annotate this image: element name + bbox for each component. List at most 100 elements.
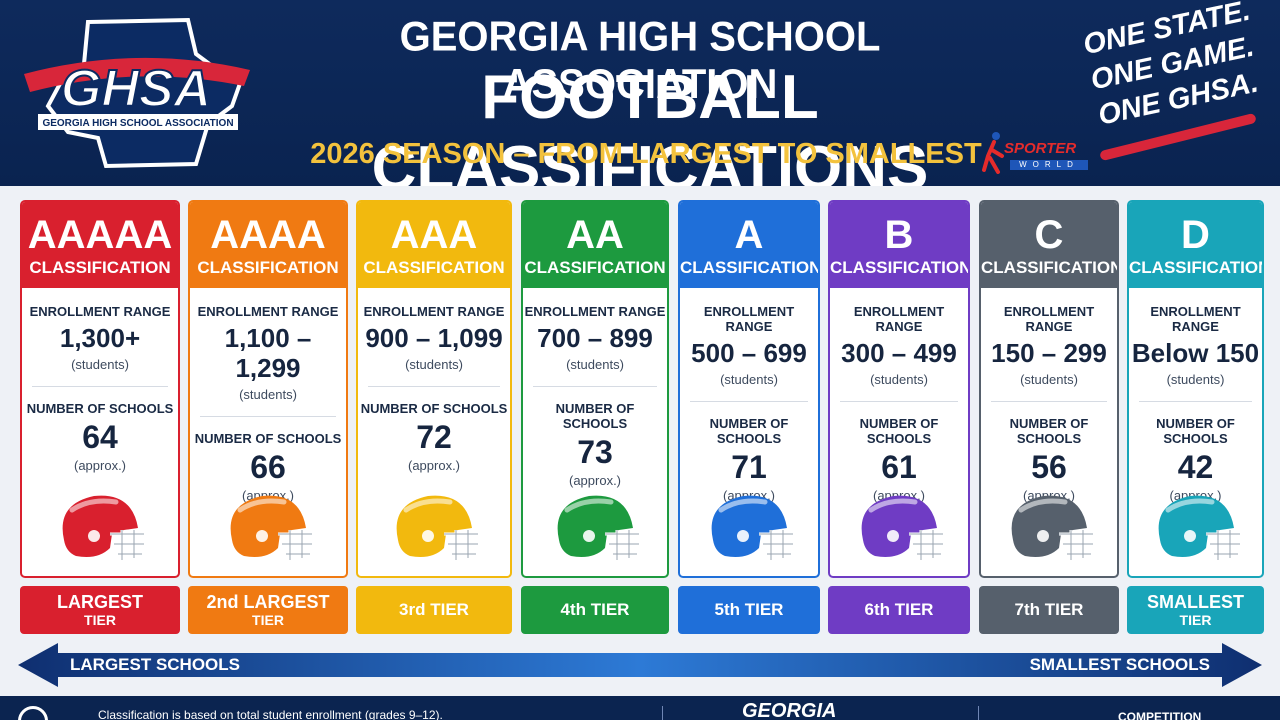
logo-subtext: GEORGIA HIGH SCHOOL ASSOCIATION bbox=[42, 118, 233, 129]
class-letters: AAAA bbox=[210, 213, 326, 257]
tier-label: 7th TIER bbox=[1014, 600, 1084, 619]
enrollment-range: 150 – 299 bbox=[991, 338, 1107, 368]
runner-icon bbox=[982, 132, 1004, 174]
students-unit: (students) bbox=[239, 387, 297, 402]
tier-sublabel: TIER bbox=[84, 612, 116, 628]
tier-badge: SMALLEST TIER bbox=[1127, 586, 1264, 634]
tier-label: LARGEST bbox=[56, 592, 143, 612]
enrollment-range: 300 – 499 bbox=[841, 338, 957, 368]
tier-badge: 6th TIER bbox=[828, 586, 970, 634]
divider bbox=[200, 416, 336, 417]
sporter-brand: SPORTER bbox=[1004, 140, 1077, 157]
class-label: CLASSIFICATION bbox=[363, 258, 505, 277]
tier-sublabel: TIER bbox=[252, 612, 284, 628]
schools-label: NUMBER OF SCHOOLS bbox=[360, 401, 508, 416]
size-arrow: LARGEST SCHOOLS SMALLEST SCHOOLS bbox=[18, 643, 1262, 687]
enrollment-label: ENROLLMENT RANGE bbox=[197, 304, 339, 319]
students-unit: (students) bbox=[405, 357, 463, 372]
classification-column: B CLASSIFICATION ENROLLMENT RANGE 300 – … bbox=[828, 200, 970, 640]
classification-columns: AAAAA CLASSIFICATION ENROLLMENT RANGE 1,… bbox=[20, 200, 1264, 640]
classification-card: D CLASSIFICATION ENROLLMENT RANGE Below … bbox=[1127, 200, 1264, 578]
football-helmet-icon bbox=[861, 495, 943, 560]
classification-column: AA CLASSIFICATION ENROLLMENT RANGE 700 –… bbox=[521, 200, 669, 640]
season-subtitle: 2026 SEASON – FROM LARGEST TO SMALLEST bbox=[310, 138, 982, 170]
class-letters: A bbox=[734, 213, 764, 257]
enrollment-label: ENROLLMENT RANGE bbox=[524, 304, 666, 319]
school-count: 66 bbox=[250, 449, 286, 485]
class-letters: B bbox=[884, 213, 914, 257]
schools-label: NUMBER OF SCHOOLS bbox=[194, 431, 342, 446]
tier-label: SMALLEST bbox=[1147, 592, 1244, 612]
football-helmet-icon bbox=[1011, 495, 1093, 560]
page-title: FOOTBALL CLASSIFICATIONS bbox=[371, 63, 929, 186]
class-label: CLASSIFICATION bbox=[981, 258, 1119, 277]
students-unit: (students) bbox=[870, 372, 928, 387]
largest-schools-label: LARGEST SCHOOLS bbox=[70, 655, 241, 674]
classification-column: AAA CLASSIFICATION ENROLLMENT RANGE 900 … bbox=[356, 200, 512, 640]
students-unit: (students) bbox=[71, 357, 129, 372]
logo-wordmark: GHSA bbox=[61, 60, 211, 118]
schools-label: NUMBER OF SCHOOLS bbox=[26, 401, 174, 416]
tier-badge: 3rd TIER bbox=[356, 586, 512, 634]
class-label: CLASSIFICATION bbox=[1129, 258, 1264, 277]
divider bbox=[533, 386, 657, 387]
tier-label: 5th TIER bbox=[714, 600, 784, 619]
card-header: AAAA CLASSIFICATION bbox=[190, 202, 346, 288]
classification-card: C CLASSIFICATION ENROLLMENT RANGE 150 – … bbox=[979, 200, 1119, 578]
tier-label: 3rd TIER bbox=[399, 600, 469, 619]
schools-label: NUMBER OF SCHOOLS bbox=[555, 401, 635, 431]
enrollment-label: ENROLLMENT RANGE bbox=[1003, 304, 1095, 334]
classification-column: AAAA CLASSIFICATION ENROLLMENT RANGE 1,1… bbox=[188, 200, 348, 640]
ghsa-logo: GHSA GEORGIA HIGH SCHOOL ASSOCIATION bbox=[18, 14, 258, 172]
card-header: D CLASSIFICATION bbox=[1129, 202, 1262, 288]
class-label: CLASSIFICATION bbox=[197, 258, 339, 277]
classification-card: AAAA CLASSIFICATION ENROLLMENT RANGE 1,1… bbox=[188, 200, 348, 578]
title-line1: GEORGIA HIGH SCHOOL ASSOCIATION bbox=[399, 13, 881, 108]
classification-column: D CLASSIFICATION ENROLLMENT RANGE Below … bbox=[1127, 200, 1264, 640]
class-label: CLASSIFICATION bbox=[524, 258, 666, 277]
tier-badge: LARGEST TIER bbox=[20, 586, 180, 634]
class-letters: AA bbox=[566, 213, 624, 257]
class-letters: D bbox=[1181, 213, 1210, 257]
students-unit: (students) bbox=[1020, 372, 1078, 387]
divider bbox=[991, 401, 1107, 402]
football-helmet-icon bbox=[1158, 495, 1240, 560]
enrollment-label: ENROLLMENT RANGE bbox=[703, 304, 795, 334]
enrollment-range: 1,100 – 1,299 bbox=[224, 323, 312, 383]
class-letters: AAAAA bbox=[27, 213, 173, 257]
class-letters: C bbox=[1034, 213, 1064, 257]
tier-sublabel: TIER bbox=[1179, 612, 1212, 628]
tier-label: 6th TIER bbox=[864, 600, 934, 619]
footer: Classification is based on total student… bbox=[0, 696, 1280, 720]
card-header: B CLASSIFICATION bbox=[830, 202, 968, 288]
classification-column: C CLASSIFICATION ENROLLMENT RANGE 150 – … bbox=[979, 200, 1119, 640]
footer-note: Classification is based on total student… bbox=[98, 708, 443, 720]
students-unit: (students) bbox=[566, 357, 624, 372]
school-count: 56 bbox=[1031, 449, 1067, 485]
schools-label: NUMBER OF SCHOOLS bbox=[1156, 416, 1235, 446]
class-label: CLASSIFICATION bbox=[830, 258, 970, 277]
tier-badge: 4th TIER bbox=[521, 586, 669, 634]
school-count: 61 bbox=[881, 449, 917, 485]
divider bbox=[840, 401, 958, 402]
football-helmet-icon bbox=[62, 495, 144, 560]
card-header: A CLASSIFICATION bbox=[680, 202, 818, 288]
sporter-sub: WORLD bbox=[1010, 160, 1088, 170]
classification-card: AA CLASSIFICATION ENROLLMENT RANGE 700 –… bbox=[521, 200, 669, 578]
card-header: AAA CLASSIFICATION bbox=[358, 202, 510, 288]
class-label: CLASSIFICATION bbox=[680, 258, 820, 277]
enrollment-label: ENROLLMENT RANGE bbox=[853, 304, 945, 334]
divider bbox=[1139, 401, 1252, 402]
enrollment-label: ENROLLMENT RANGE bbox=[29, 304, 171, 319]
football-helmet-icon bbox=[711, 495, 793, 560]
divider bbox=[662, 706, 663, 720]
enrollment-label: ENROLLMENT RANGE bbox=[1150, 304, 1241, 334]
tier-label: 2nd LARGEST bbox=[206, 592, 330, 612]
footer-competition: COMPETITION bbox=[1118, 710, 1202, 720]
football-helmet-icon bbox=[557, 495, 639, 560]
header-banner: GHSA GEORGIA HIGH SCHOOL ASSOCIATION GEO… bbox=[0, 0, 1280, 186]
card-header: AA CLASSIFICATION bbox=[523, 202, 667, 288]
schools-label: NUMBER OF SCHOOLS bbox=[1009, 416, 1089, 446]
tier-badge: 7th TIER bbox=[979, 586, 1119, 634]
divider bbox=[690, 401, 808, 402]
